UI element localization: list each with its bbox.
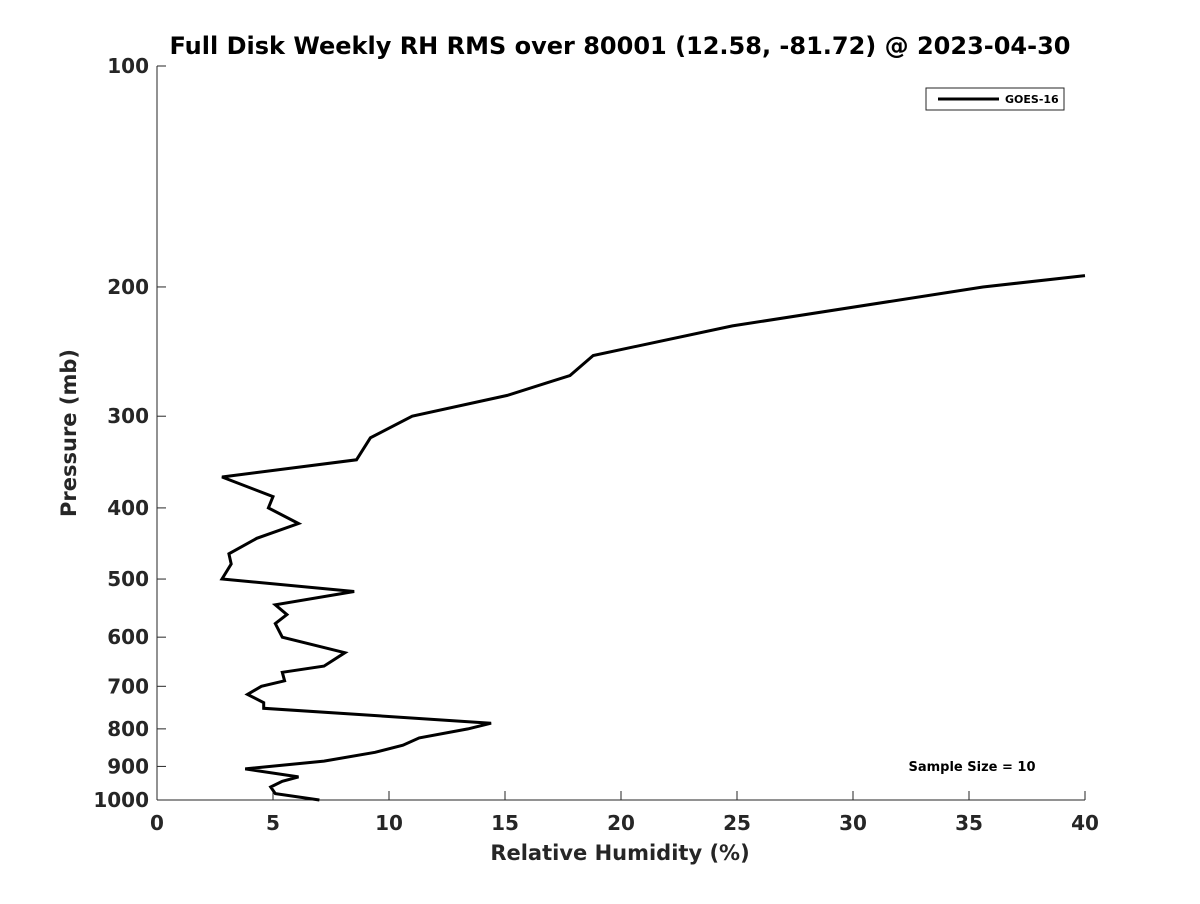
y-tick-label: 300 (107, 404, 149, 428)
x-tick-label: 30 (839, 811, 867, 835)
x-tick-label: 20 (607, 811, 635, 835)
x-tick-label: 5 (266, 811, 280, 835)
x-tick-label: 40 (1071, 811, 1099, 835)
x-axis-label: Relative Humidity (%) (490, 841, 749, 865)
chart-title: Full Disk Weekly RH RMS over 80001 (12.5… (169, 32, 1070, 60)
x-tick-label: 0 (150, 811, 164, 835)
legend-label-goes16: GOES-16 (1005, 93, 1059, 106)
legend[interactable]: GOES-16 (925, 87, 1065, 111)
series-group (219, 274, 1086, 802)
y-tick-label: 600 (107, 625, 149, 649)
y-axis-label: Pressure (mb) (57, 349, 81, 517)
y-tick-label: 500 (107, 567, 149, 591)
y-tick-label: 400 (107, 496, 149, 520)
y-tick-label: 900 (107, 754, 149, 778)
sample-size-annotation: Sample Size = 10 (908, 760, 1035, 775)
series-line-goes16 (219, 274, 1086, 802)
y-tick-label: 200 (107, 275, 149, 299)
y-tick-label: 100 (107, 54, 149, 78)
y-tick-label: 1000 (93, 788, 149, 812)
x-tick-label: 25 (723, 811, 751, 835)
x-tick-label: 35 (955, 811, 983, 835)
y-tick-label: 700 (107, 674, 149, 698)
axes (156, 66, 1085, 801)
y-tick-label: 800 (107, 717, 149, 741)
x-tick-label: 10 (375, 811, 403, 835)
x-tick-label: 15 (491, 811, 519, 835)
x-axis-ticks: 0 5 10 15 20 25 30 35 40 (150, 791, 1099, 835)
y-axis-ticks: 100 200 300 400 500 600 700 800 900 1000 (93, 54, 166, 812)
